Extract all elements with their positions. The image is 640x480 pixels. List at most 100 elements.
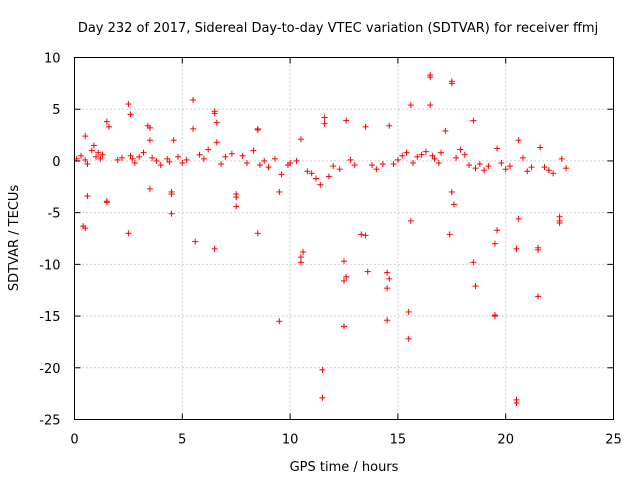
data-point xyxy=(297,254,304,261)
data-point xyxy=(405,335,412,342)
data-point xyxy=(287,159,294,166)
data-point xyxy=(494,145,501,152)
data-point xyxy=(149,154,156,161)
data-point xyxy=(213,139,220,146)
data-point xyxy=(196,151,203,158)
data-point xyxy=(341,258,347,265)
data-point xyxy=(405,308,412,315)
data-point xyxy=(550,170,557,177)
data-point xyxy=(157,162,164,169)
data-point xyxy=(250,147,257,154)
data-point xyxy=(347,156,354,163)
data-point xyxy=(127,111,134,118)
y-tick-label: -25 xyxy=(39,414,60,429)
data-point xyxy=(239,152,246,159)
data-point xyxy=(470,259,477,266)
data-point xyxy=(472,283,479,290)
data-point xyxy=(319,366,326,373)
data-point xyxy=(343,273,350,280)
data-point xyxy=(190,96,197,103)
x-tick-label: 10 xyxy=(282,433,299,448)
data-point xyxy=(494,227,501,234)
data-point xyxy=(254,230,261,237)
data-point xyxy=(300,248,307,255)
data-point xyxy=(218,161,225,168)
data-point xyxy=(429,152,436,159)
data-point xyxy=(450,201,457,208)
data-point xyxy=(386,122,393,129)
x-tick-label: 15 xyxy=(390,433,407,448)
data-point xyxy=(228,150,235,157)
data-point xyxy=(515,137,522,144)
y-tick-labels: 10 5 0 -5 -10 -15 -20 -25 xyxy=(39,52,60,429)
data-point xyxy=(431,155,438,162)
y-tick-label: -5 xyxy=(48,207,61,222)
data-point xyxy=(127,152,134,159)
data-point xyxy=(390,161,397,168)
data-point xyxy=(435,159,442,166)
data-point xyxy=(422,148,429,155)
data-point xyxy=(325,173,332,180)
data-point xyxy=(84,193,91,200)
data-point xyxy=(213,119,220,126)
plot-frame xyxy=(74,57,614,420)
data-point xyxy=(211,110,218,117)
data-point xyxy=(519,154,526,161)
data-point xyxy=(476,161,483,168)
data-point xyxy=(168,210,175,217)
data-point xyxy=(491,240,498,247)
data-point xyxy=(129,155,136,162)
data-point xyxy=(537,144,544,151)
data-point xyxy=(556,217,563,224)
grid-lines xyxy=(74,57,614,420)
y-tick-label: 10 xyxy=(44,52,61,67)
data-point xyxy=(97,155,104,162)
data-point xyxy=(341,277,347,284)
data-point xyxy=(276,318,283,325)
data-point xyxy=(146,124,153,131)
data-point xyxy=(278,171,285,178)
data-point xyxy=(205,146,212,153)
data-point xyxy=(256,162,263,169)
x-tick-label: 20 xyxy=(497,433,514,448)
data-point xyxy=(399,152,406,159)
data-point xyxy=(446,231,453,238)
data-point xyxy=(453,154,460,161)
data-point xyxy=(82,225,89,232)
data-point xyxy=(528,164,535,171)
data-point xyxy=(170,137,177,144)
data-point xyxy=(136,153,143,160)
data-point xyxy=(82,133,89,140)
data-point xyxy=(457,146,464,153)
data-point xyxy=(403,149,410,156)
data-point xyxy=(82,156,89,163)
data-point xyxy=(507,163,514,170)
data-point xyxy=(472,165,479,172)
y-tick-label: -15 xyxy=(39,310,60,325)
data-point xyxy=(105,123,112,130)
data-point xyxy=(125,101,132,108)
data-point xyxy=(95,149,102,156)
data-point xyxy=(319,394,326,401)
data-point xyxy=(513,396,520,403)
chart-title: Day 232 of 2017, Sidereal Day-to-day VTE… xyxy=(78,21,598,36)
data-point xyxy=(545,167,552,174)
y-tick-label: -20 xyxy=(39,362,60,377)
data-point xyxy=(362,232,369,239)
data-point xyxy=(317,181,324,188)
data-point xyxy=(88,147,95,154)
data-point xyxy=(174,153,181,160)
data-point xyxy=(103,118,110,125)
data-point xyxy=(321,114,328,121)
data-point xyxy=(261,157,268,164)
data-point xyxy=(140,149,147,156)
data-point xyxy=(409,159,416,166)
axis-ticks xyxy=(74,57,614,420)
data-point xyxy=(211,245,218,252)
data-points xyxy=(73,72,570,406)
data-point xyxy=(293,157,300,164)
data-point xyxy=(485,163,492,170)
data-point xyxy=(146,137,153,144)
data-point xyxy=(466,162,473,169)
data-point xyxy=(470,117,477,124)
